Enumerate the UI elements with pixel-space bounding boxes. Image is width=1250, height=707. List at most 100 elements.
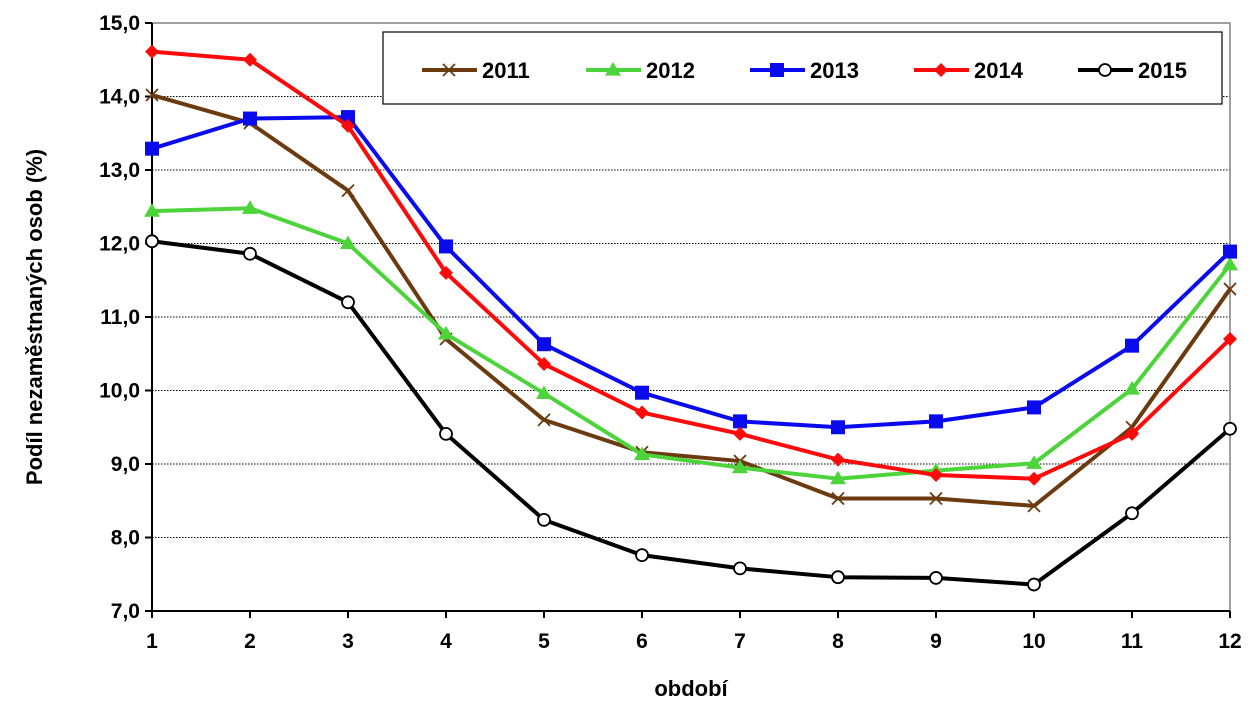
x-tick-label: 7 bbox=[734, 630, 746, 653]
data-point bbox=[442, 63, 456, 77]
data-point bbox=[1222, 256, 1238, 271]
data-point bbox=[831, 491, 845, 506]
data-point bbox=[537, 337, 551, 352]
x-tick-label: 12 bbox=[1218, 630, 1241, 653]
data-point bbox=[1223, 244, 1237, 259]
data-point bbox=[1027, 577, 1041, 592]
series-2012 bbox=[144, 200, 1238, 485]
series-2011 bbox=[145, 88, 1237, 513]
data-point bbox=[1027, 499, 1041, 513]
data-point bbox=[537, 413, 551, 427]
x-tick-label: 6 bbox=[636, 630, 648, 653]
y-tick-label: 13,0 bbox=[99, 159, 140, 182]
axes: 7,08,09,010,011,012,013,014,015,01 2 3 4 5 6 7… bbox=[99, 12, 1242, 653]
x-tick-label: 8 bbox=[832, 630, 844, 653]
y-tick-label: 14,0 bbox=[99, 86, 140, 109]
data-point bbox=[536, 385, 552, 400]
x-axis-title: období bbox=[654, 676, 728, 701]
y-tick-label: 11,0 bbox=[100, 306, 140, 329]
series-layer bbox=[144, 44, 1238, 592]
data-point bbox=[1027, 400, 1041, 415]
data-point bbox=[1098, 63, 1112, 77]
data-point bbox=[1125, 506, 1139, 521]
series-line bbox=[151, 49, 1232, 481]
data-point bbox=[831, 452, 845, 467]
series-line bbox=[151, 206, 1232, 481]
data-point bbox=[635, 385, 649, 400]
data-point bbox=[145, 234, 159, 249]
legend: 2011 2012 2013 2014 2015 bbox=[382, 31, 1223, 105]
data-point bbox=[929, 491, 943, 506]
x-tick-label: 1 bbox=[146, 630, 158, 653]
data-point bbox=[145, 141, 159, 156]
legend-label: 2011 bbox=[482, 58, 530, 83]
data-point bbox=[732, 459, 748, 474]
data-point bbox=[1027, 471, 1041, 486]
x-tick-label: 11 bbox=[1121, 630, 1144, 653]
data-point bbox=[144, 203, 160, 217]
data-point bbox=[145, 88, 159, 102]
series-2015 bbox=[145, 234, 1237, 592]
legend-label: 2015 bbox=[1138, 58, 1187, 83]
x-tick-label: 4 bbox=[440, 630, 452, 653]
data-point bbox=[439, 239, 453, 254]
data-point bbox=[145, 44, 159, 59]
data-point bbox=[929, 414, 943, 429]
x-tick-label: 3 bbox=[342, 630, 354, 653]
data-point bbox=[341, 110, 355, 125]
data-point bbox=[1026, 455, 1042, 469]
data-point bbox=[243, 111, 257, 126]
x-tick-label: 10 bbox=[1022, 630, 1045, 653]
data-point bbox=[243, 52, 257, 67]
legend-item-2015: 2015 bbox=[1078, 58, 1187, 83]
x-tick-label: 2 bbox=[244, 630, 256, 653]
data-point bbox=[439, 426, 453, 441]
data-point bbox=[1124, 381, 1140, 395]
data-point bbox=[733, 561, 747, 576]
y-tick-label: 9,0 bbox=[111, 453, 140, 476]
legend-label: 2014 bbox=[974, 58, 1024, 83]
legend-item-2013: 2013 bbox=[750, 58, 859, 83]
data-point bbox=[1223, 332, 1237, 347]
series-line bbox=[151, 93, 1232, 508]
series-2013 bbox=[145, 110, 1237, 435]
series-line bbox=[151, 239, 1232, 587]
data-point bbox=[537, 357, 551, 372]
series-line bbox=[151, 115, 1232, 430]
y-tick-label: 12,0 bbox=[99, 233, 140, 256]
legend-item-2014: 2014 bbox=[914, 58, 1024, 83]
data-point bbox=[831, 570, 845, 585]
data-point bbox=[733, 426, 747, 441]
data-point bbox=[605, 62, 621, 76]
data-point bbox=[635, 405, 649, 420]
legend-label: 2013 bbox=[810, 58, 859, 83]
y-tick-label: 15,0 bbox=[99, 12, 140, 35]
data-point bbox=[929, 571, 943, 585]
data-point bbox=[1125, 426, 1139, 441]
data-point bbox=[439, 265, 453, 280]
data-point bbox=[1223, 421, 1237, 436]
data-point bbox=[830, 470, 846, 485]
legend-item-2011: 2011 bbox=[422, 58, 530, 83]
data-point bbox=[340, 235, 356, 250]
legend-label: 2012 bbox=[646, 58, 695, 83]
data-point bbox=[537, 512, 551, 527]
data-point bbox=[438, 325, 454, 340]
y-tick-label: 8,0 bbox=[111, 527, 140, 550]
data-point bbox=[635, 548, 649, 563]
data-point bbox=[242, 200, 258, 214]
data-point bbox=[1125, 338, 1139, 353]
data-point bbox=[634, 446, 650, 461]
data-point bbox=[770, 63, 784, 77]
series-2014 bbox=[145, 44, 1237, 486]
gridlines bbox=[152, 96, 1230, 538]
y-tick-label: 7,0 bbox=[111, 600, 140, 623]
data-point bbox=[929, 468, 943, 483]
data-point bbox=[934, 63, 948, 77]
legend-box bbox=[382, 31, 1223, 105]
x-tick-label: 9 bbox=[930, 630, 942, 653]
data-point bbox=[341, 295, 355, 310]
data-point bbox=[831, 420, 845, 435]
